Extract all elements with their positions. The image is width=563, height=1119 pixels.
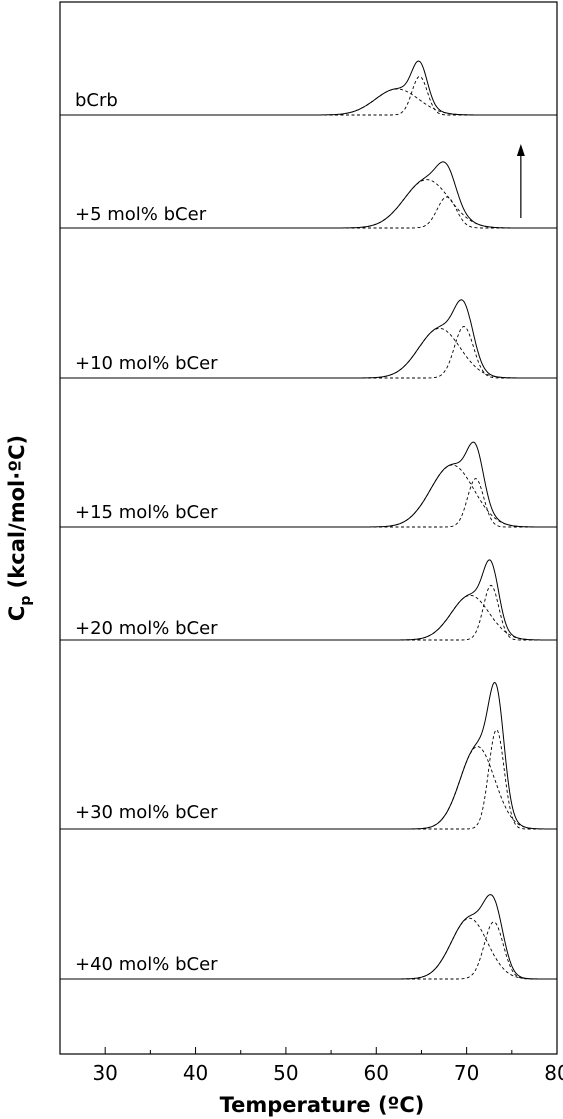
component-peak-2 xyxy=(60,326,557,379)
plot-frame xyxy=(59,1,558,1055)
trace-label: +15 mol% bCer xyxy=(75,502,218,523)
component-peak-2 xyxy=(60,478,557,528)
x-tick-label: 50 xyxy=(273,1061,298,1085)
trace-1 xyxy=(60,161,557,229)
component-peak-2 xyxy=(60,584,557,641)
x-tick-label: 60 xyxy=(364,1061,389,1085)
trace-0 xyxy=(60,60,557,116)
x-axis-title: Temperature (ºC) xyxy=(220,1093,425,1117)
y-axis-subscript: p xyxy=(18,596,34,606)
component-peak-2 xyxy=(60,729,557,830)
trace-2 xyxy=(60,299,557,379)
x-tick-label: 30 xyxy=(92,1061,117,1085)
trace-labels-group: bCrb +5 mol% bCer +10 mol% bCer +15 mol% bC… xyxy=(75,90,218,975)
trace-label: bCrb xyxy=(75,90,118,111)
x-tick-label: 40 xyxy=(183,1061,208,1085)
trace-6 xyxy=(60,894,557,980)
trace-label: +40 mol% bCer xyxy=(75,954,218,975)
component-peak-2 xyxy=(60,196,557,229)
traces-group xyxy=(60,60,557,980)
trace-label: +5 mol% bCer xyxy=(75,204,207,225)
trace-curve xyxy=(60,60,557,116)
component-peak-2 xyxy=(60,921,557,980)
y-axis-unit: (kcal/mol·ºC) xyxy=(5,435,29,596)
x-tick-label: 80 xyxy=(544,1061,563,1085)
y-axis-title: Cp (kcal/mol·ºC) xyxy=(5,435,34,621)
trace-4 xyxy=(60,559,557,641)
arrow-head xyxy=(516,144,525,156)
component-peak-2 xyxy=(60,76,557,116)
x-tick-label: 70 xyxy=(454,1061,479,1085)
trace-label: +20 mol% bCer xyxy=(75,618,218,639)
y-axis-symbol: C xyxy=(5,606,29,621)
trace-label: +10 mol% bCer xyxy=(75,353,218,374)
trace-label: +30 mol% bCer xyxy=(75,802,218,823)
trace-3 xyxy=(60,441,557,528)
component-peak-1 xyxy=(60,88,557,116)
arrow-annotation xyxy=(516,144,525,218)
trace-5 xyxy=(60,681,557,830)
x-axis: 30 40 50 60 70 80 xyxy=(59,1047,563,1085)
